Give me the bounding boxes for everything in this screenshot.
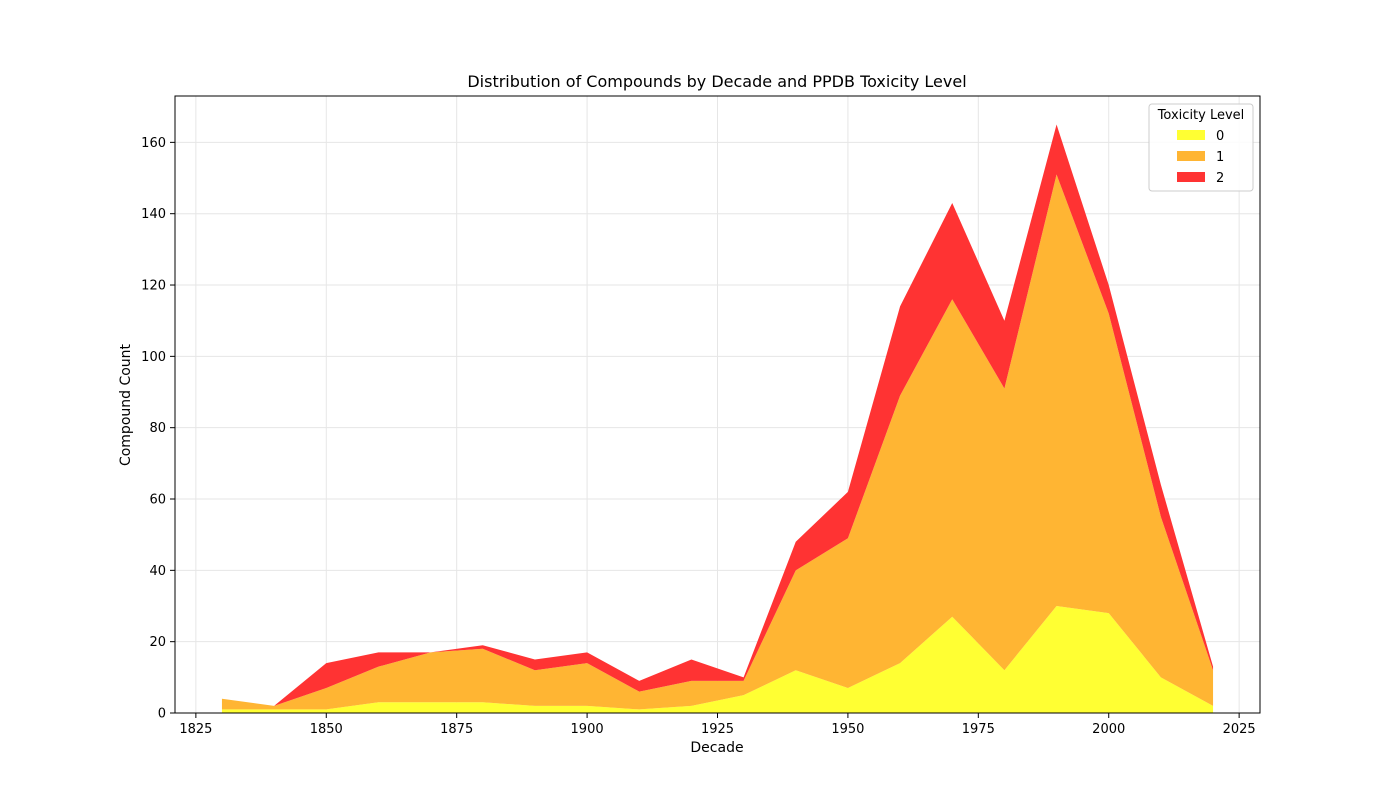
x-tick-label: 1875 [440, 722, 473, 737]
y-tick-label: 140 [141, 207, 166, 222]
y-tick-label: 80 [149, 421, 166, 436]
area-series-1 [221, 174, 1214, 710]
legend-box [1148, 103, 1254, 192]
y-tick-label: 60 [149, 493, 166, 508]
legend-swatch-2 [1177, 172, 1205, 182]
x-axis-label: Decade [690, 740, 743, 756]
legend-label: 0 [1216, 129, 1224, 144]
area-layers [221, 124, 1214, 713]
legend: Toxicity Level 0 1 2 [1148, 103, 1254, 192]
x-tick-label: 1850 [310, 722, 343, 737]
y-tick-label: 0 [158, 707, 166, 722]
y-tick-label: 40 [149, 564, 166, 579]
legend-label: 1 [1216, 150, 1224, 165]
legend-label: 2 [1216, 171, 1224, 186]
legend-swatch-0 [1177, 130, 1205, 140]
area-series-2 [221, 124, 1214, 706]
y-tick-label: 20 [149, 635, 166, 650]
area-series-0 [221, 606, 1214, 713]
y-tick-label: 100 [141, 350, 166, 365]
y-axis-label: Compound Count [118, 343, 134, 466]
y-tick-label: 120 [141, 279, 166, 294]
x-tick-label: 1825 [179, 722, 212, 737]
x-axis: 1825 1850 1875 1900 1925 1950 1975 2000 2025 [179, 713, 1256, 737]
x-tick-label: 2025 [1223, 722, 1256, 737]
y-axis: 0 20 40 60 80 100 120 140 160 [141, 136, 175, 722]
chart-title: Distribution of Compounds by Decade and … [467, 72, 966, 91]
legend-swatch-1 [1177, 151, 1205, 161]
legend-title: Toxicity Level [1157, 108, 1245, 123]
x-tick-label: 1925 [701, 722, 734, 737]
x-tick-label: 1975 [962, 722, 995, 737]
x-tick-label: 2000 [1092, 722, 1125, 737]
y-tick-label: 160 [141, 136, 166, 151]
x-tick-label: 1950 [831, 722, 864, 737]
x-tick-label: 1900 [571, 722, 604, 737]
